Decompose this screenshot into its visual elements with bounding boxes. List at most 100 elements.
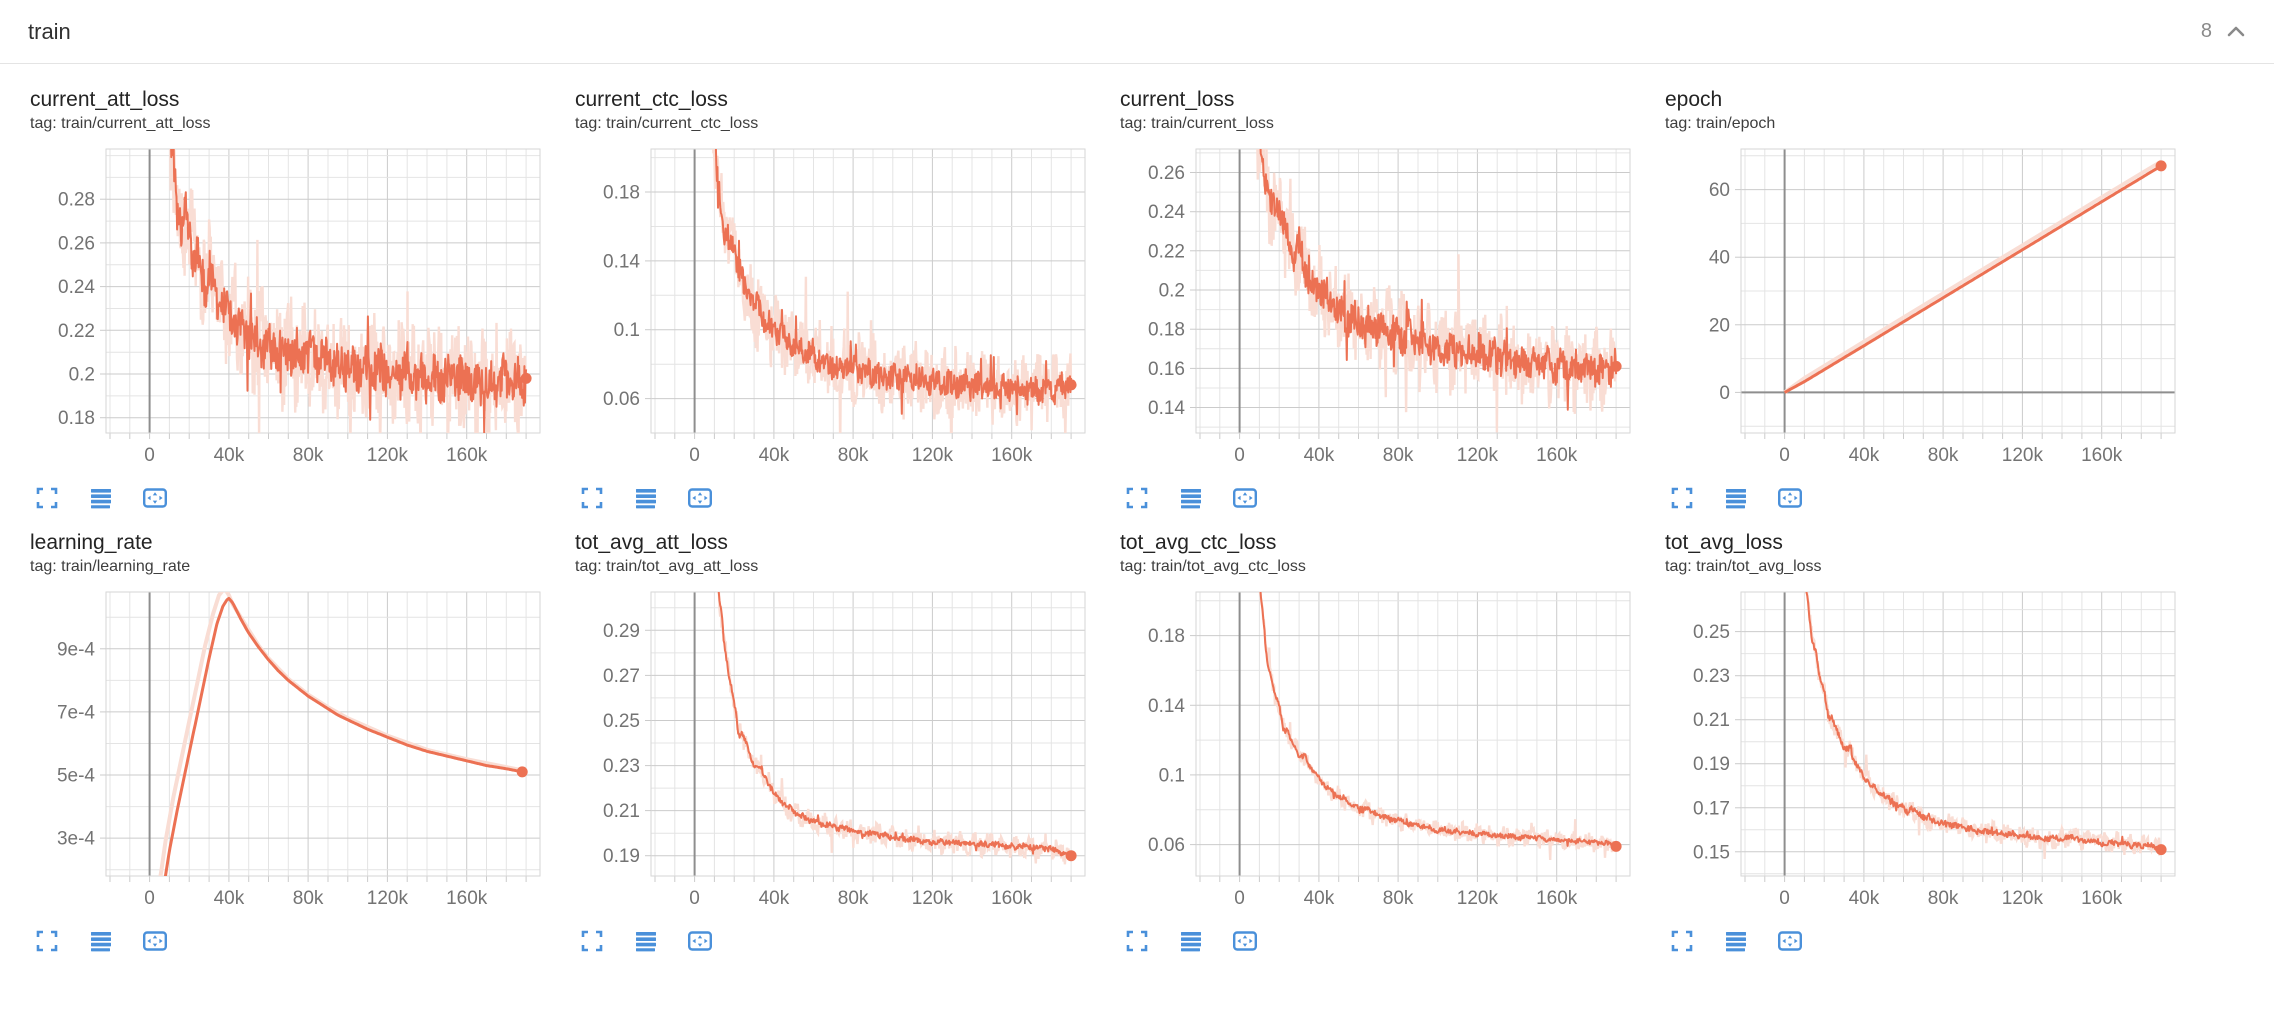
svg-text:160k: 160k bbox=[446, 445, 488, 466]
svg-text:120k: 120k bbox=[1457, 445, 1499, 466]
svg-text:40: 40 bbox=[1709, 248, 1730, 269]
fit-domain-icon[interactable] bbox=[1777, 485, 1803, 511]
svg-text:120k: 120k bbox=[2002, 888, 2044, 909]
data-table-icon[interactable] bbox=[1723, 928, 1749, 954]
card-toolbar bbox=[1665, 475, 2180, 511]
fullscreen-icon[interactable] bbox=[1124, 485, 1150, 511]
svg-text:0.21: 0.21 bbox=[1693, 710, 1730, 731]
card-title: current_att_loss bbox=[30, 88, 180, 111]
svg-text:0: 0 bbox=[1779, 445, 1790, 466]
svg-text:0.27: 0.27 bbox=[603, 666, 640, 687]
svg-text:60: 60 bbox=[1709, 180, 1730, 201]
svg-text:0: 0 bbox=[144, 888, 155, 909]
scalar-card: tot_avg_ctc_loss tag: train/tot_avg_ctc_… bbox=[1120, 531, 1635, 954]
group-header[interactable]: train 8 bbox=[0, 0, 2274, 64]
svg-text:160k: 160k bbox=[1536, 445, 1578, 466]
group-count: 8 bbox=[2200, 20, 2212, 42]
scalar-card: learning_rate tag: train/learning_rate 3… bbox=[30, 531, 545, 954]
svg-text:0.06: 0.06 bbox=[603, 389, 640, 410]
chevron-up-icon[interactable] bbox=[2222, 18, 2250, 46]
svg-text:120k: 120k bbox=[367, 445, 409, 466]
svg-text:0.22: 0.22 bbox=[58, 321, 95, 342]
line-chart[interactable]: 0.06 0.1 0.14 0.18 0 40k 80k 120k 160k bbox=[575, 143, 1090, 475]
fit-domain-icon[interactable] bbox=[1777, 928, 1803, 954]
svg-text:0.16: 0.16 bbox=[1148, 359, 1185, 380]
svg-text:160k: 160k bbox=[446, 888, 488, 909]
fit-domain-icon[interactable] bbox=[142, 928, 168, 954]
svg-text:0.24: 0.24 bbox=[1148, 202, 1185, 223]
fullscreen-icon[interactable] bbox=[34, 928, 60, 954]
fit-domain-icon[interactable] bbox=[1232, 485, 1258, 511]
svg-text:120k: 120k bbox=[367, 888, 409, 909]
fit-domain-icon[interactable] bbox=[1232, 928, 1258, 954]
fullscreen-icon[interactable] bbox=[1669, 485, 1695, 511]
svg-text:0.28: 0.28 bbox=[58, 190, 95, 211]
card-tag: tag: train/tot_avg_att_loss bbox=[575, 558, 759, 575]
svg-text:0.25: 0.25 bbox=[1693, 622, 1730, 643]
svg-text:160k: 160k bbox=[991, 445, 1033, 466]
card-toolbar bbox=[1120, 475, 1635, 511]
svg-text:80k: 80k bbox=[838, 445, 869, 466]
svg-text:160k: 160k bbox=[1536, 888, 1578, 909]
svg-text:40k: 40k bbox=[1849, 445, 1880, 466]
svg-text:0.2: 0.2 bbox=[1159, 281, 1185, 302]
fullscreen-icon[interactable] bbox=[1124, 928, 1150, 954]
svg-text:160k: 160k bbox=[2081, 445, 2123, 466]
data-table-icon[interactable] bbox=[1178, 485, 1204, 511]
svg-text:40k: 40k bbox=[1304, 888, 1335, 909]
svg-text:0.26: 0.26 bbox=[1148, 163, 1185, 184]
data-table-icon[interactable] bbox=[633, 485, 659, 511]
svg-text:80k: 80k bbox=[293, 445, 324, 466]
fit-domain-icon[interactable] bbox=[687, 485, 713, 511]
fit-domain-icon[interactable] bbox=[687, 928, 713, 954]
svg-text:5e-4: 5e-4 bbox=[57, 766, 95, 787]
card-title: learning_rate bbox=[30, 531, 153, 554]
scalar-card: current_loss tag: train/current_loss 0.1… bbox=[1120, 88, 1635, 511]
svg-text:80k: 80k bbox=[1928, 888, 1959, 909]
card-title: tot_avg_ctc_loss bbox=[1120, 531, 1277, 554]
svg-text:0: 0 bbox=[144, 445, 155, 466]
data-table-icon[interactable] bbox=[1723, 485, 1749, 511]
svg-text:40k: 40k bbox=[1849, 888, 1880, 909]
fit-domain-icon[interactable] bbox=[142, 485, 168, 511]
svg-text:0.14: 0.14 bbox=[1148, 696, 1185, 717]
line-chart[interactable]: 0.18 0.2 0.22 0.24 0.26 0.28 0 40k 80k 120k 160k bbox=[30, 143, 545, 475]
svg-text:0.19: 0.19 bbox=[1693, 754, 1730, 775]
fullscreen-icon[interactable] bbox=[579, 485, 605, 511]
card-tag: tag: train/current_att_loss bbox=[30, 115, 211, 132]
svg-text:3e-4: 3e-4 bbox=[57, 829, 95, 850]
data-table-icon[interactable] bbox=[633, 928, 659, 954]
svg-text:0.1: 0.1 bbox=[1159, 765, 1185, 786]
svg-text:120k: 120k bbox=[912, 888, 954, 909]
card-title: tot_avg_loss bbox=[1665, 531, 1783, 554]
svg-text:0.18: 0.18 bbox=[1148, 320, 1185, 341]
scalar-card: current_att_loss tag: train/current_att_… bbox=[30, 88, 545, 511]
svg-text:0.14: 0.14 bbox=[603, 251, 640, 272]
data-table-icon[interactable] bbox=[88, 928, 114, 954]
line-chart[interactable]: 0 20 40 60 0 40k 80k 120k 160k bbox=[1665, 143, 2180, 475]
data-table-icon[interactable] bbox=[88, 485, 114, 511]
svg-text:160k: 160k bbox=[2081, 888, 2123, 909]
fullscreen-icon[interactable] bbox=[579, 928, 605, 954]
fullscreen-icon[interactable] bbox=[1669, 928, 1695, 954]
svg-text:0.23: 0.23 bbox=[603, 756, 640, 777]
svg-text:0.21: 0.21 bbox=[603, 801, 640, 822]
svg-text:0.26: 0.26 bbox=[58, 233, 95, 254]
scalar-card: tot_avg_loss tag: train/tot_avg_loss 0.1… bbox=[1665, 531, 2180, 954]
card-tag: tag: train/tot_avg_loss bbox=[1665, 558, 1822, 575]
line-chart[interactable]: 0.14 0.16 0.18 0.2 0.22 0.24 0.26 0 40k 80k 120k 16… bbox=[1120, 143, 1635, 475]
group-title: train bbox=[28, 18, 71, 44]
svg-text:80k: 80k bbox=[1928, 445, 1959, 466]
line-chart[interactable]: 3e-4 5e-4 7e-4 9e-4 0 40k 80k 120k 160k bbox=[30, 586, 545, 918]
line-chart[interactable]: 0.06 0.1 0.14 0.18 0 40k 80k 120k 160k bbox=[1120, 586, 1635, 918]
card-toolbar bbox=[30, 918, 545, 954]
line-chart[interactable]: 0.19 0.21 0.23 0.25 0.27 0.29 0 40k 80k 120k 160k bbox=[575, 586, 1090, 918]
svg-text:0.29: 0.29 bbox=[603, 621, 640, 642]
card-title: epoch bbox=[1665, 88, 1723, 111]
scalar-card: tot_avg_att_loss tag: train/tot_avg_att_… bbox=[575, 531, 1090, 954]
svg-text:0.23: 0.23 bbox=[1693, 666, 1730, 687]
svg-text:0.19: 0.19 bbox=[603, 846, 640, 867]
fullscreen-icon[interactable] bbox=[34, 485, 60, 511]
data-table-icon[interactable] bbox=[1178, 928, 1204, 954]
line-chart[interactable]: 0.15 0.17 0.19 0.21 0.23 0.25 0 40k 80k 120k 160k bbox=[1665, 586, 2180, 918]
